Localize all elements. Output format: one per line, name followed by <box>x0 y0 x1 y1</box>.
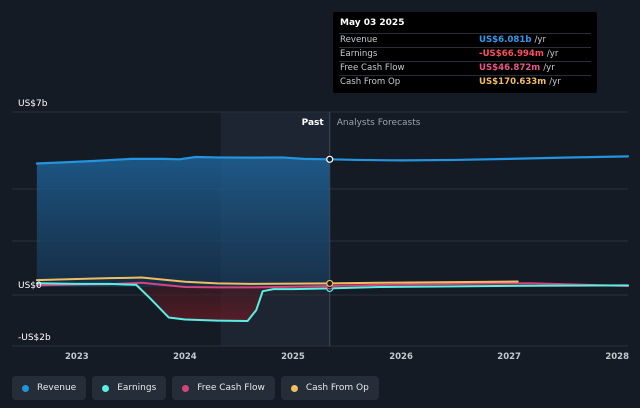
legend-dot-icon <box>22 384 29 392</box>
legend-label: Cash From Op <box>305 383 369 393</box>
tooltip-unit: /yr <box>543 63 555 73</box>
tooltip-label: Earnings <box>340 49 378 59</box>
legend-label: Earnings <box>117 383 157 393</box>
marker-cash-from-op <box>326 279 334 288</box>
chart-legend: Revenue Earnings Free Cash Flow Cash Fro… <box>12 376 379 400</box>
x-tick-label: 2023 <box>65 352 89 362</box>
tooltip-label: Free Cash Flow <box>340 63 405 73</box>
legend-dot-icon <box>182 384 190 392</box>
x-tick-label: 2025 <box>281 352 305 362</box>
y-tick-label: US$0 <box>18 281 42 291</box>
tooltip-row-cash-from-op: Cash From Op US$170.633m /yr <box>339 75 591 89</box>
tooltip-unit: /yr <box>546 49 559 59</box>
tooltip-unit: /yr <box>549 77 561 87</box>
tooltip-row-revenue: Revenue US$6.081b /yr <box>339 33 591 47</box>
marker-revenue <box>326 155 334 163</box>
y-tick-label: US$7b <box>18 99 48 109</box>
tooltip-unit: /yr <box>534 35 546 45</box>
x-tick-label: 2028 <box>605 352 629 362</box>
tooltip-value: US$6.081b <box>479 35 532 45</box>
x-tick-label: 2026 <box>389 352 413 362</box>
financial-chart: Past Analysts Forecasts US$7b US$0 -US$2b 202… <box>12 99 630 362</box>
revenue-area <box>36 157 330 287</box>
legend-item-free-cash-flow[interactable]: Free Cash Flow <box>172 376 275 400</box>
legend-label: Revenue <box>37 383 77 393</box>
x-tick-label: 2024 <box>173 352 197 362</box>
tooltip-row-earnings: Earnings -US$66.994m /yr <box>339 47 591 61</box>
earnings-line <box>35 282 629 323</box>
legend-item-earnings[interactable]: Earnings <box>92 376 167 400</box>
past-label: Past <box>302 118 325 128</box>
hover-tooltip: May 03 2025 Revenue US$6.081b /yr Earnin… <box>333 12 597 93</box>
tooltip-row-free-cash-flow: Free Cash Flow US$46.872m /yr <box>339 61 591 75</box>
legend-item-cash-from-op[interactable]: Cash From Op <box>280 376 379 400</box>
x-tick-label: 2027 <box>497 352 521 362</box>
earnings-negative-area <box>136 284 330 322</box>
legend-dot-icon <box>102 384 110 392</box>
tooltip-date: May 03 2025 <box>340 18 405 28</box>
legend-dot-icon <box>290 384 298 392</box>
tooltip-label: Cash From Op <box>340 77 401 87</box>
tooltip-value: -US$66.994m <box>479 49 544 59</box>
legend-item-revenue[interactable]: Revenue <box>12 376 87 400</box>
revenue-line <box>35 155 630 165</box>
cash-from-op-line <box>35 276 519 285</box>
tooltip-label: Revenue <box>340 35 378 45</box>
legend-label: Free Cash Flow <box>197 383 265 393</box>
forecast-label: Analysts Forecasts <box>337 118 421 128</box>
tooltip-value: US$46.872m <box>479 63 541 73</box>
tooltip-value: US$170.633m <box>479 77 547 87</box>
y-tick-label: -US$2b <box>18 333 51 343</box>
